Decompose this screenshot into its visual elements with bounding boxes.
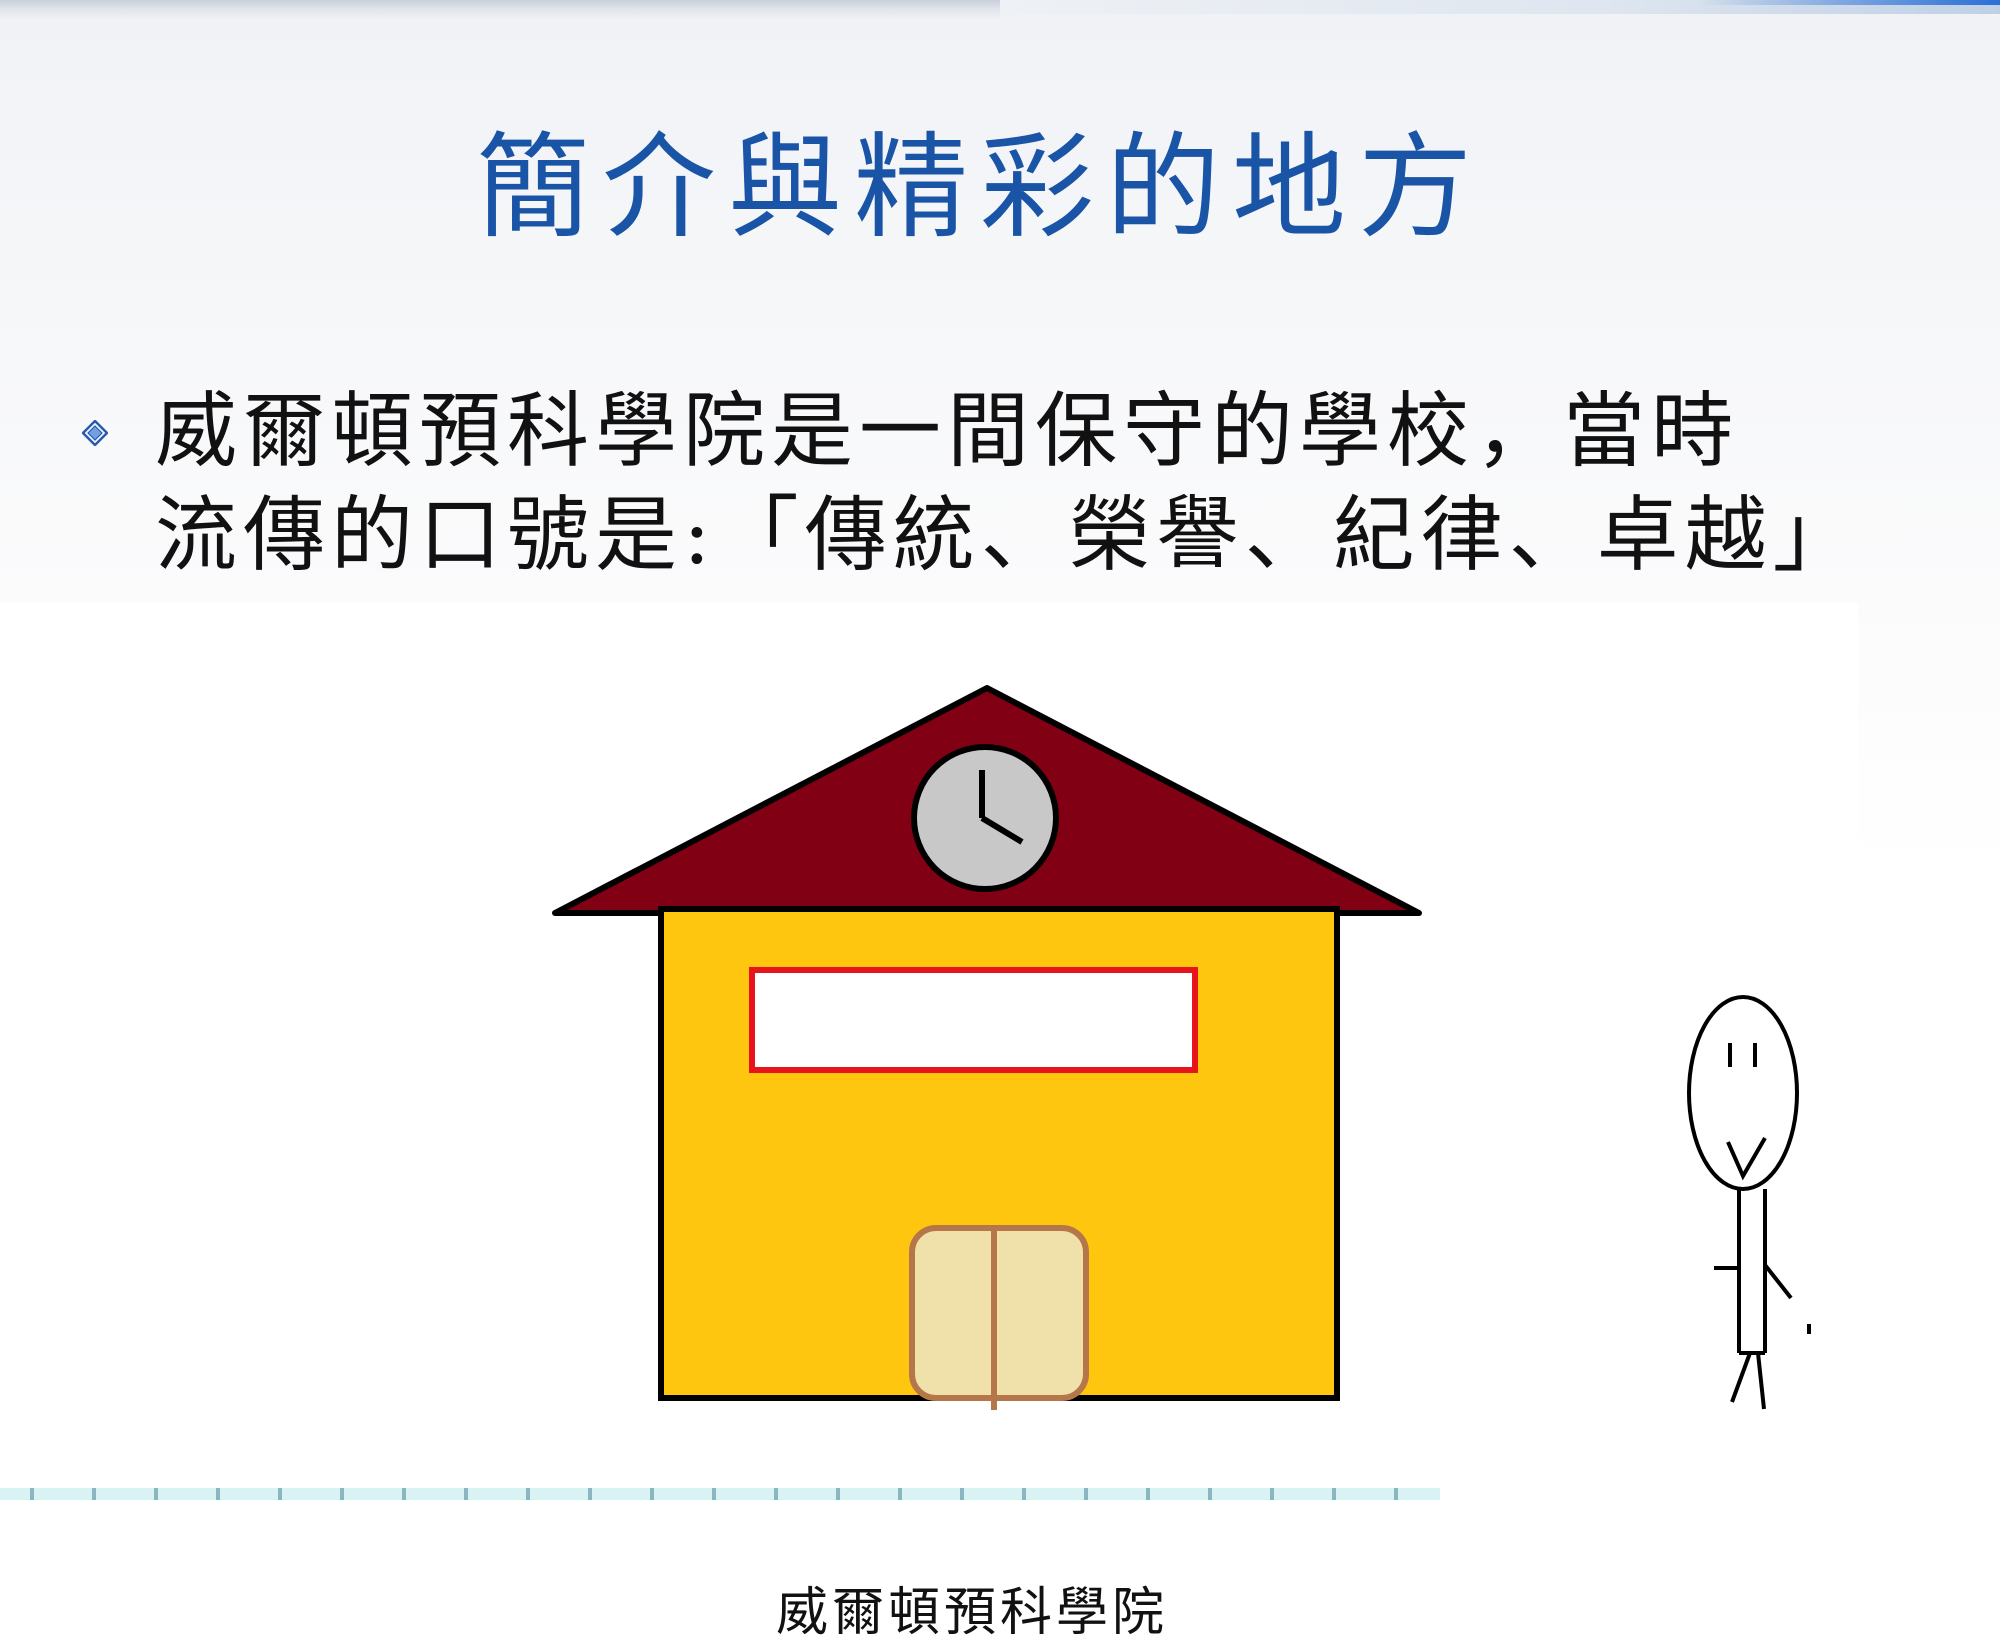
top-decorative-rule-left [0, 0, 1000, 22]
stick-figure-icon [1687, 995, 1811, 1410]
school-illustration: 威爾頓預科學院 [0, 603, 1858, 1643]
school-drawing [552, 685, 1811, 1410]
bullet-line-2: 流傳的口號是:「傳統、榮譽、紀律、卓越」 [155, 488, 1861, 583]
school-door [909, 1225, 1089, 1401]
bullet-line-1: 威爾頓預科學院是一間保守的學校，當時 [155, 384, 1740, 479]
bullet-text: 威爾頓預科學院是一間保守的學校，當時 流傳的口號是:「傳統、榮譽、紀律、卓越」 [155, 380, 1985, 588]
top-decorative-rule-right [1000, 0, 2000, 14]
school-sign-label: 威爾頓預科學院 [775, 1583, 1168, 1643]
slide-title: 簡介與精彩的地方 [475, 121, 1484, 254]
clock-icon [911, 744, 1059, 892]
diamond-bullet-icon [82, 420, 108, 446]
bottom-decorative-band [0, 1488, 1440, 1500]
school-sign-board [749, 967, 1198, 1073]
